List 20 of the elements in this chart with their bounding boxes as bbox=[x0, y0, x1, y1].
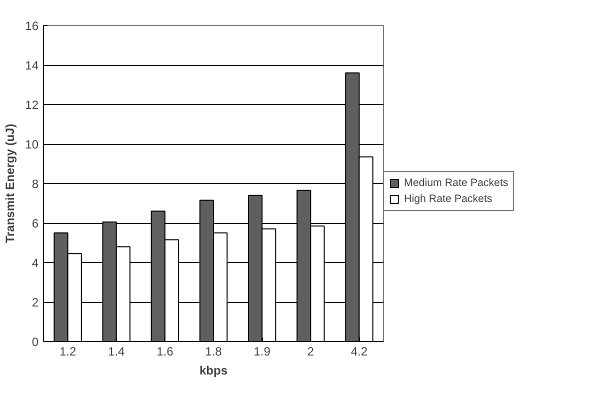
x-tick-label: 1.6 bbox=[156, 344, 174, 358]
y-tick-label: 6 bbox=[32, 216, 39, 230]
y-tick-label: 8 bbox=[32, 177, 39, 191]
y-tick-label: 12 bbox=[25, 98, 39, 112]
y-tick-label: 2 bbox=[32, 296, 39, 310]
y-tick-label: 4 bbox=[32, 256, 39, 270]
y-tick-label: 16 bbox=[25, 19, 39, 33]
x-axis-title: kbps bbox=[199, 364, 228, 378]
x-tick-label: 1.9 bbox=[254, 344, 271, 358]
y-tick-label: 14 bbox=[25, 58, 39, 72]
x-tick-label: 1.2 bbox=[59, 344, 76, 358]
y-axis-title: Transmit Energy (uJ) bbox=[3, 124, 18, 244]
legend-label: High Rate Packets bbox=[404, 193, 492, 205]
legend-label: Medium Rate Packets bbox=[404, 177, 508, 189]
x-tick-label: 1.4 bbox=[108, 344, 126, 358]
y-tick-label: 0 bbox=[32, 335, 39, 349]
x-tick-label: 2 bbox=[307, 344, 314, 358]
x-tick-label: 1.8 bbox=[205, 344, 222, 358]
y-tick-label: 10 bbox=[25, 138, 39, 152]
x-tick-label: 4.2 bbox=[350, 344, 368, 358]
